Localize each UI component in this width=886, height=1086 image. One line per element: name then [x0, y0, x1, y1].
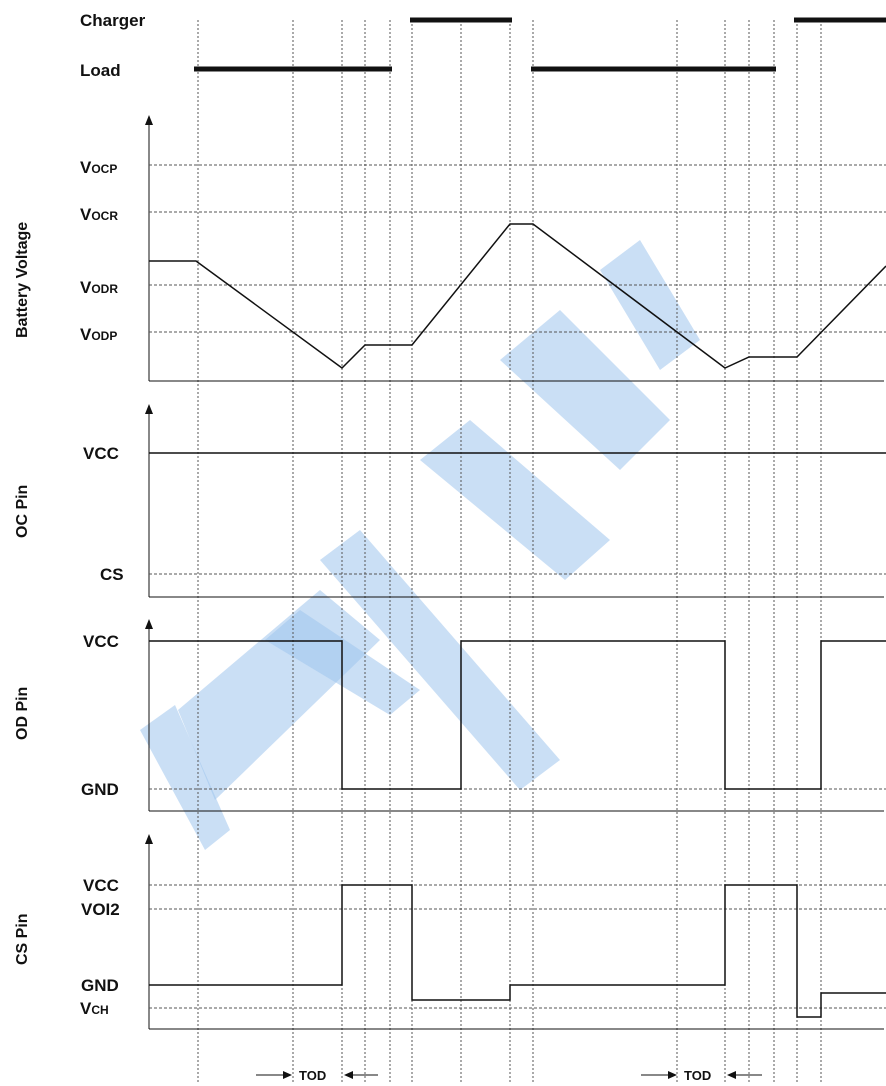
cs-gnd-label: GND	[81, 976, 119, 995]
battery-voltage-panel: Battery Voltage VOCP VOCR VODR VODP	[14, 115, 886, 382]
vodr-label: VODR	[80, 278, 118, 297]
charger-row: Charger	[80, 11, 886, 30]
cs-vcc-label: VCC	[83, 876, 119, 895]
od-pin-waveform	[149, 640, 886, 790]
cs-axis-label: CS Pin	[14, 913, 31, 965]
vch-label: VCH	[80, 999, 109, 1018]
battery-voltage-waveform	[149, 223, 886, 369]
od-pin-panel: OD Pin VCC GND	[14, 619, 886, 812]
oc-axis-label: OC Pin	[14, 485, 31, 538]
tod-label: TOD	[299, 1068, 326, 1083]
oc-cs-label: CS	[100, 565, 124, 584]
load-label: Load	[80, 61, 121, 80]
od-gnd-label: GND	[81, 780, 119, 799]
od-axis-label: OD Pin	[14, 687, 31, 740]
vocr-label: VOCR	[80, 205, 118, 224]
oc-pin-panel: OC Pin VCC CS	[14, 404, 886, 598]
cs-pin-panel: CS Pin VCC VOI2 GND VCH	[14, 834, 886, 1030]
vodp-label: VODP	[80, 325, 117, 344]
load-row: Load	[80, 61, 776, 80]
cs-voi2-label: VOI2	[81, 900, 120, 919]
charger-label: Charger	[80, 11, 146, 30]
tod-annotation: TOD	[641, 1068, 762, 1083]
tod-label: TOD	[684, 1068, 711, 1083]
od-vcc-label: VCC	[83, 632, 119, 651]
time-markers	[197, 20, 822, 1082]
cs-pin-waveform	[149, 884, 886, 1018]
vocp-label: VOCP	[80, 158, 117, 177]
oc-vcc-label: VCC	[83, 444, 119, 463]
battery-axis-label: Battery Voltage	[14, 222, 31, 338]
tod-annotation: TOD	[256, 1068, 378, 1083]
